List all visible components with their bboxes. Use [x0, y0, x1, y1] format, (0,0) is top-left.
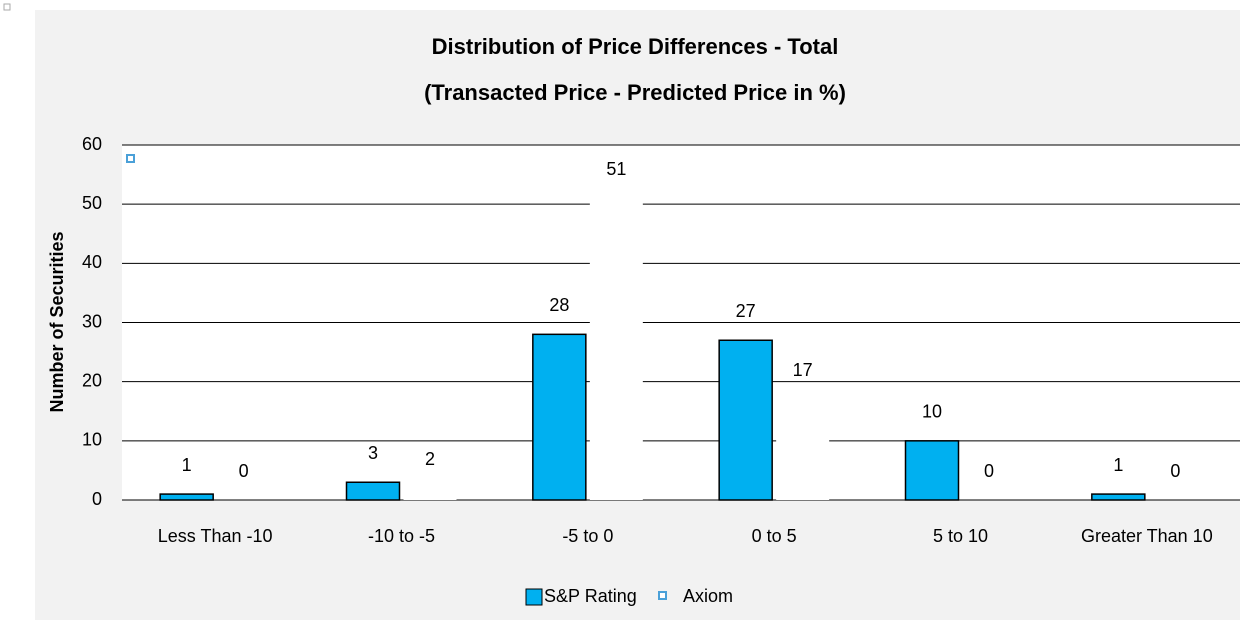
value-label: 0: [984, 461, 994, 481]
x-tick-label: 0 to 5: [752, 526, 797, 546]
bar: [718, 339, 773, 501]
y-axis-label: Number of Securities: [47, 231, 67, 412]
value-label: 28: [549, 295, 569, 315]
chart-title: Distribution of Price Differences - Tota…: [432, 34, 839, 59]
bar: [532, 333, 587, 501]
x-tick-label: -10 to -5: [368, 526, 435, 546]
x-tick-label: Greater Than 10: [1081, 526, 1213, 546]
bar: [345, 481, 401, 501]
value-label: 17: [793, 360, 813, 380]
y-tick-label: 0: [92, 489, 102, 509]
bar: [904, 440, 960, 501]
bar: [589, 198, 643, 500]
y-tick-label: 30: [82, 311, 102, 331]
value-label: 10: [922, 402, 942, 422]
x-tick-label: -5 to 0: [562, 526, 613, 546]
value-label: 1: [1113, 455, 1123, 475]
y-tick-label: 20: [82, 370, 102, 390]
value-label: 0: [239, 461, 249, 481]
bar: [776, 399, 830, 500]
bar: [159, 493, 214, 501]
y-tick-label: 10: [82, 430, 102, 450]
legend-swatch: [525, 588, 543, 606]
legend-swatch: [658, 591, 667, 600]
x-tick-label: 5 to 10: [933, 526, 988, 546]
value-label: 27: [736, 301, 756, 321]
y-tick-label: 40: [82, 252, 102, 272]
bar: [1091, 493, 1146, 501]
y-tick-label: 50: [82, 193, 102, 213]
value-label: 1: [182, 455, 192, 475]
value-label: 0: [1170, 461, 1180, 481]
legend-label: Axiom: [683, 586, 733, 606]
corner-handle: [3, 3, 11, 11]
value-label: 3: [368, 443, 378, 463]
y-tick-label: 60: [82, 134, 102, 154]
chart-subtitle: (Transacted Price - Predicted Price in %…: [424, 80, 846, 105]
value-label: 51: [606, 159, 626, 179]
legend-label: S&P Rating: [544, 586, 637, 606]
x-tick-label: Less Than -10: [158, 526, 273, 546]
selection-marker: [126, 154, 135, 163]
bar: [403, 488, 457, 500]
value-label: 2: [425, 449, 435, 469]
